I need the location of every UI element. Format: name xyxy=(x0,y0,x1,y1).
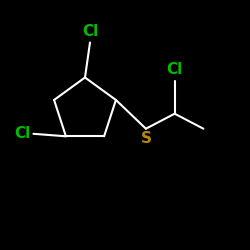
Text: Cl: Cl xyxy=(166,62,183,78)
Text: S: S xyxy=(140,131,151,146)
Text: Cl: Cl xyxy=(15,126,31,141)
Text: Cl: Cl xyxy=(82,24,98,39)
